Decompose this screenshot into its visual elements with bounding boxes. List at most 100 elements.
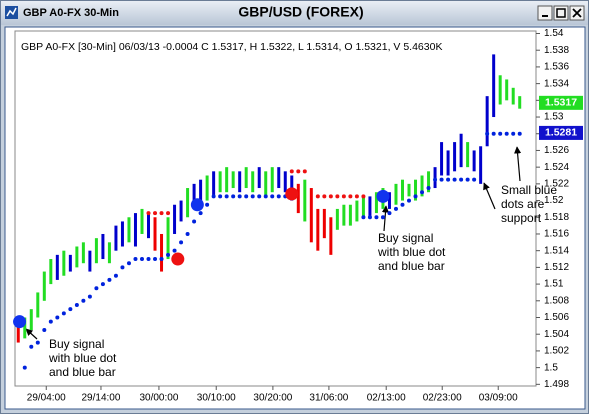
support-dots	[361, 215, 366, 220]
support-dots	[472, 177, 477, 182]
support-dots	[179, 240, 184, 245]
support-dots	[485, 131, 490, 136]
support-dots	[400, 202, 405, 207]
support-dots	[22, 365, 27, 370]
resistance-dots	[328, 194, 333, 199]
x-tick-label: 30/10:00	[197, 393, 236, 404]
signal-dot	[13, 315, 27, 329]
signal-dot	[190, 198, 204, 212]
y-tick-label: 1.512	[544, 262, 569, 273]
support-dots	[55, 315, 60, 320]
y-tick-label: 1.538	[544, 45, 569, 56]
support-dots	[439, 177, 444, 182]
annotation: Small blue	[501, 183, 557, 197]
y-tick-label: 1.52	[544, 195, 564, 206]
support-dots	[153, 257, 158, 262]
support-dots	[42, 328, 47, 333]
plot-area	[14, 30, 537, 387]
resistance-dots	[335, 194, 340, 199]
support-dots	[465, 177, 470, 182]
support-dots	[113, 273, 118, 278]
resistance-dots	[354, 194, 359, 199]
support-dots	[511, 131, 516, 136]
resistance-dots	[166, 211, 171, 216]
x-tick-label: 29/14:00	[81, 393, 120, 404]
support-dots	[374, 215, 379, 220]
annotation: Buy signal	[49, 337, 104, 351]
support-dots	[380, 215, 385, 220]
y-tick-label: 1.506	[544, 312, 569, 323]
support-dots	[452, 177, 457, 182]
y-tick-label: 1.51	[544, 279, 564, 290]
support-dots	[407, 198, 412, 203]
support-dots	[250, 194, 255, 199]
y-tick-label: 1.508	[544, 295, 569, 306]
title-bar	[1, 1, 588, 25]
support-dots	[166, 252, 171, 257]
y-tick-label: 1.514	[544, 245, 569, 256]
support-dots	[107, 277, 112, 282]
y-tick-label: 1.498	[544, 379, 569, 390]
support-dots	[68, 307, 73, 312]
price-marker	[539, 95, 583, 110]
price-marker-label: 1.5281	[545, 127, 577, 139]
support-dots	[393, 206, 398, 211]
x-tick-label: 30/00:00	[139, 393, 178, 404]
support-dots	[498, 131, 503, 136]
signal-dot	[376, 189, 390, 203]
resistance-dots	[315, 194, 320, 199]
annotation: Buy signal	[378, 231, 433, 245]
support-dots	[94, 286, 99, 291]
resistance-dots	[341, 194, 346, 199]
x-tick-label: 31/06:00	[309, 393, 348, 404]
chart-title: GBP/USD (FOREX)	[238, 4, 363, 20]
support-dots	[146, 257, 151, 262]
support-dots	[218, 194, 223, 199]
support-dots	[120, 265, 125, 270]
support-dots	[29, 344, 34, 349]
signal-dot	[285, 187, 299, 201]
support-dots	[420, 190, 425, 195]
support-dots	[205, 202, 210, 207]
y-tick-label: 1.54	[544, 28, 564, 39]
support-dots	[198, 211, 203, 216]
annotation: support	[501, 211, 542, 225]
support-dots	[387, 211, 392, 216]
arrows	[25, 146, 522, 340]
resistance-dots	[302, 169, 307, 174]
support-dots	[126, 261, 131, 266]
resistance-dots	[296, 169, 301, 174]
y-tick-label: 1.53	[544, 112, 564, 123]
y-tick-label: 1.504	[544, 329, 569, 340]
resistance-dots	[146, 211, 151, 216]
support-dots	[367, 215, 372, 220]
y-tick-label: 1.5	[544, 362, 558, 373]
price-marker-label: 1.5317	[545, 97, 577, 109]
support-dots	[459, 177, 464, 182]
support-dots	[446, 177, 451, 182]
window-buttons[interactable]	[537, 5, 585, 21]
support-dots	[74, 302, 79, 307]
support-dots	[81, 298, 86, 303]
support-dots	[211, 194, 216, 199]
support-dots	[433, 177, 438, 182]
support-dots	[48, 319, 53, 324]
annotation: and blue bar	[49, 365, 116, 379]
y-tick-label: 1.526	[544, 145, 569, 156]
y-tick-label: 1.502	[544, 346, 569, 357]
price-marker	[539, 125, 583, 140]
support-dots	[413, 194, 418, 199]
resistance-dots	[159, 211, 164, 216]
support-dots	[517, 131, 522, 136]
support-dots	[491, 131, 496, 136]
support-dots	[139, 257, 144, 262]
resistance-dots	[289, 169, 294, 174]
support-dots	[237, 194, 242, 199]
annotation: with blue dot	[377, 245, 446, 259]
y-tick-label: 1.524	[544, 162, 569, 173]
support-dots	[504, 131, 509, 136]
support-dots	[257, 194, 262, 199]
x-tick-label: 30/20:00	[253, 393, 292, 404]
resistance-dots	[361, 194, 366, 199]
